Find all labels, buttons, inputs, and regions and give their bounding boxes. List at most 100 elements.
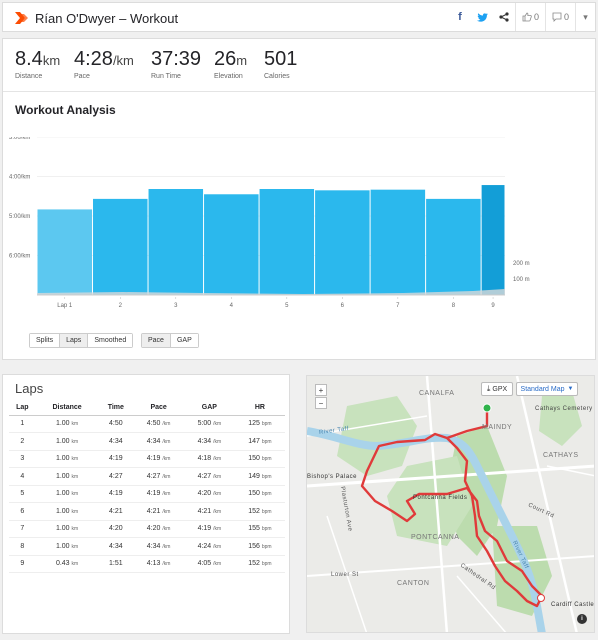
cell-lap-value: 1: [20, 420, 25, 428]
x-tick-label: 2: [119, 303, 123, 309]
map-label: Lower St: [331, 572, 359, 578]
cell-pace-unit: /km: [162, 473, 171, 480]
laps-button[interactable]: Laps: [60, 334, 89, 347]
cell-hr: 152 bpm: [234, 555, 285, 573]
cell-gap: 4:34 /km: [184, 432, 235, 451]
cell-hr-unit: bpm: [261, 438, 272, 445]
col-lap: Lap: [9, 401, 36, 416]
y-tick-label: 4:00/km: [9, 175, 30, 181]
cell-time: 4:50: [98, 415, 134, 433]
x-tick-label: 9: [491, 303, 495, 309]
chart-bar[interactable]: [204, 194, 259, 295]
cell-distance: 1.00 km: [35, 415, 99, 433]
cell-hr-value: 152: [248, 507, 260, 515]
splits-button[interactable]: Splits: [30, 334, 61, 347]
map-type-select[interactable]: Standard Map ▼: [516, 382, 578, 396]
table-row[interactable]: 6 1.00 km 4:21 4:21 /km 4:21 /km 152 bpm: [9, 502, 285, 521]
kudos-button[interactable]: 0: [515, 3, 545, 31]
route-map[interactable]: CANALFA Cathays Cemetery MAINDY CATHAYS …: [306, 375, 595, 633]
table-row[interactable]: 2 1.00 km 4:34 4:34 /km 4:34 /km 147 bpm: [9, 432, 285, 451]
chart-bar[interactable]: [37, 209, 93, 295]
chart-bar[interactable]: [370, 189, 426, 295]
cell-time: 4:34: [98, 537, 134, 556]
cell-hr-value: 147: [248, 437, 260, 445]
cell-lap-value: 9: [20, 560, 25, 568]
table-row[interactable]: 5 1.00 km 4:19 4:19 /km 4:20 /km 150 bpm: [9, 485, 285, 503]
map-type-label: Standard Map: [520, 385, 565, 393]
road: [546, 465, 594, 477]
cell-lap: 7: [9, 520, 36, 538]
chart-bar[interactable]: [481, 185, 505, 295]
cell-hr: 147 bpm: [234, 432, 285, 451]
cell-distance-unit: km: [71, 561, 79, 568]
cell-gap-value: 4:24: [197, 542, 212, 550]
map-label: PONTCANNA: [411, 534, 460, 541]
cell-pace-value: 4:19: [146, 490, 161, 498]
pace-button[interactable]: Pace: [142, 334, 171, 347]
cell-time-value: 4:34: [109, 437, 123, 445]
cell-lap: 8: [9, 537, 36, 556]
view-toggle-group: Splits Laps Smoothed: [29, 333, 134, 348]
table-row[interactable]: 1 1.00 km 4:50 4:50 /km 5:00 /km 125 bpm: [9, 415, 285, 433]
table-row[interactable]: 9 0.43 km 1:51 4:13 /km 4:05 /km 152 bpm: [9, 555, 285, 573]
chart-bar[interactable]: [315, 190, 370, 295]
chart-bar[interactable]: [148, 189, 204, 295]
cell-gap: 4:20 /km: [184, 485, 235, 503]
analysis-title: Workout Analysis: [15, 103, 116, 117]
twitter-share-button[interactable]: [471, 3, 493, 31]
cell-pace: 4:34 /km: [133, 432, 184, 451]
cell-distance-unit: km: [71, 473, 79, 480]
cell-hr-unit: bpm: [261, 456, 272, 463]
park-area: [337, 396, 417, 476]
table-row[interactable]: 8 1.00 km 4:34 4:34 /km 4:24 /km 156 bpm: [9, 537, 285, 556]
cell-hr: 155 bpm: [234, 520, 285, 538]
chart-bar[interactable]: [259, 189, 315, 295]
road: [326, 515, 368, 632]
gap-button[interactable]: GAP: [170, 334, 198, 347]
comment-button[interactable]: 0: [545, 3, 575, 31]
route-path: [360, 408, 544, 608]
zoom-in-button[interactable]: +: [315, 384, 327, 396]
cell-pace: 4:19 /km: [133, 450, 184, 468]
stat-value: 8.4: [15, 48, 43, 70]
cell-lap-value: 7: [20, 525, 25, 533]
comment-count: 0: [563, 12, 569, 22]
cell-time-value: 4:34: [109, 542, 123, 550]
cell-hr: 152 bpm: [234, 502, 285, 521]
table-row[interactable]: 4 1.00 km 4:27 4:27 /km 4:27 /km 149 bpm: [9, 467, 285, 486]
share-button[interactable]: [493, 3, 515, 31]
facebook-share-button[interactable]: f: [449, 3, 471, 31]
elevation-area: [37, 289, 505, 295]
stat-label: Distance: [15, 73, 43, 80]
more-actions-dropdown[interactable]: ▾: [575, 3, 595, 31]
cell-gap-unit: /km: [213, 561, 222, 568]
smoothed-button[interactable]: Smoothed: [88, 334, 133, 347]
map-label: Pontcanna Fields: [413, 495, 468, 501]
cell-gap-unit: /km: [213, 491, 222, 498]
strava-chevron-icon: [15, 12, 28, 24]
chart-bar[interactable]: [93, 198, 148, 295]
cell-lap-value: 3: [20, 455, 25, 463]
gpx-download-button[interactable]: ⤓ GPX: [481, 382, 513, 396]
cell-hr-unit: bpm: [261, 543, 272, 550]
elevation-tick-label: 100 m: [513, 277, 530, 283]
chart-bar[interactable]: [426, 198, 481, 295]
col-pace: Pace: [133, 401, 184, 416]
cell-time: 1:51: [98, 555, 134, 573]
thumbs-up-icon: [522, 12, 532, 22]
map-info-button[interactable]: i: [577, 614, 587, 624]
laps-title: Laps: [15, 381, 44, 396]
chevron-down-icon: ▾: [583, 11, 588, 22]
cell-distance: 1.00 km: [35, 502, 99, 521]
stat-value: 26: [214, 48, 237, 70]
table-row[interactable]: 3 1.00 km 4:19 4:19 /km 4:18 /km 150 bpm: [9, 450, 285, 468]
cell-hr-value: 149: [248, 472, 260, 480]
x-tick-label: 6: [341, 303, 345, 309]
table-row[interactable]: 7 1.00 km 4:20 4:20 /km 4:19 /km 155 bpm: [9, 520, 285, 538]
cell-lap: 9: [9, 555, 36, 573]
cell-gap-unit: /km: [213, 456, 222, 463]
cell-time-value: 4:19: [109, 455, 123, 463]
cell-gap: 4:21 /km: [184, 502, 235, 521]
cell-hr: 150 bpm: [234, 485, 285, 503]
zoom-out-button[interactable]: −: [315, 397, 327, 409]
